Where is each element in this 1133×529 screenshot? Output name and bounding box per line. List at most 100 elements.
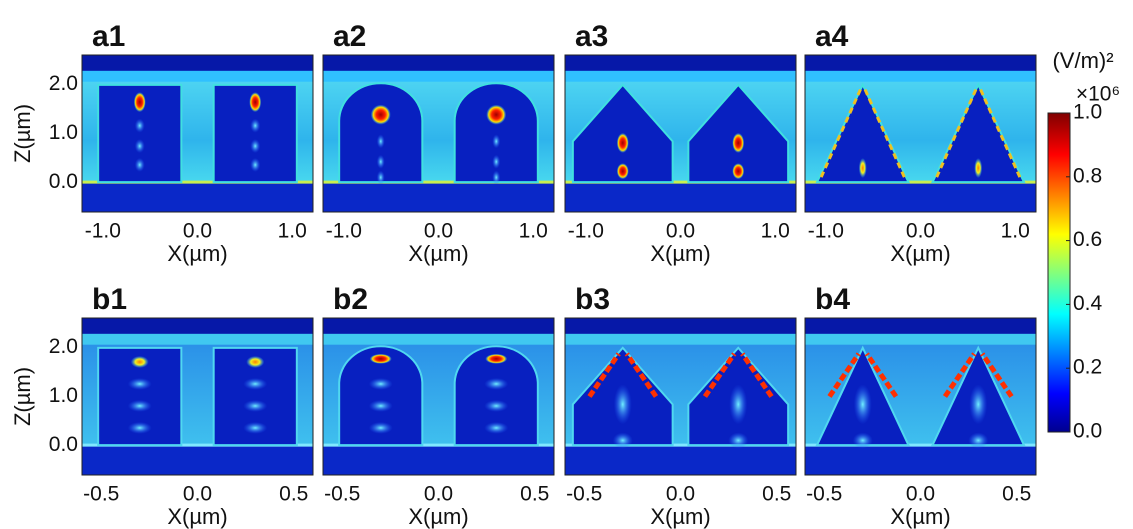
panel-label: b4 [815,283,850,316]
cover [805,318,1036,334]
hotspot [854,384,872,424]
field-map [565,318,796,475]
x-tick-label: -0.5 [83,483,119,506]
hotspot [249,92,261,112]
panel-label: b1 [92,283,127,316]
x-tick-label: 1.0 [519,220,548,243]
top-band [82,334,313,345]
hotspot [377,155,385,169]
top-band [805,334,1036,345]
hotspot [250,119,260,133]
colorbar-unit: (V/m)² [1052,48,1113,73]
top-band [323,71,554,82]
hotspot [968,432,988,448]
y-tick-label: 0.0 [49,433,78,456]
hotspot [728,432,748,448]
substrate [565,445,796,475]
x-tick-label: -0.5 [806,483,842,506]
hotspot [128,378,152,390]
hotspot [377,134,385,148]
substrate [805,445,1036,475]
hotspot [974,158,982,178]
panel-label: a4 [815,20,849,53]
x-tick-label: 0.0 [183,220,212,243]
hotspot [250,139,260,153]
cover [565,55,796,71]
y-axis-label: Z(µm) [10,104,35,163]
x-tick-label: 0.5 [520,483,549,506]
hotspot [969,384,987,424]
field-map [805,55,1036,212]
x-axis-label: X(µm) [890,504,950,529]
hotspot [859,158,867,178]
cover [323,318,554,334]
hotspot [486,105,506,125]
panel-label: a2 [333,20,366,53]
top-band [565,71,796,82]
hotspot [729,384,747,424]
colorbar-tick-label: 1.0 [1073,101,1102,124]
colorbar-scale [1048,113,1070,432]
colorbar-tick-label: 0.0 [1073,420,1102,443]
panel-label: a1 [92,20,125,53]
hotspot [128,422,152,434]
x-tick-label: 0.5 [279,483,308,506]
hotspot [732,163,744,179]
x-tick-label: 0.0 [906,220,935,243]
colorbar-tick-label: 0.6 [1073,228,1102,251]
cover [82,55,313,71]
x-tick-label: 1.0 [278,220,307,243]
x-axis-label: X(µm) [650,504,710,529]
x-tick-label: -0.5 [566,483,602,506]
colorbar-tick-label: 0.8 [1073,164,1102,187]
field-map [805,318,1036,475]
hotspot [369,378,393,390]
x-axis-label: X(µm) [408,241,468,266]
cover [805,55,1036,71]
substrate [565,182,796,212]
hotspot [492,155,500,169]
x-tick-label: -1.0 [568,220,604,243]
x-axis-label: X(µm) [890,241,950,266]
hotspot [492,134,500,148]
hotspot [617,133,629,153]
substrate [82,445,313,475]
hotspot [485,354,507,364]
hotspot [135,119,145,133]
colorbar: (V/m)² ×10⁶ 0.00.20.40.60.81.0 [1048,48,1120,443]
x-tick-label: 0.0 [666,483,695,506]
x-tick-label: 0.5 [1002,483,1031,506]
x-tick-label: 0.0 [666,220,695,243]
x-tick-label: 0.0 [183,483,212,506]
hotspot [128,400,152,412]
hotspot [131,356,149,368]
y-tick-label: 0.0 [49,170,78,193]
x-tick-label: -1.0 [326,220,362,243]
field-map [323,55,554,212]
hotspot [853,432,873,448]
panel-label: a3 [575,20,608,53]
hotspot [613,432,633,448]
hotspot [377,170,385,184]
hotspot [370,354,392,364]
x-axis-label: X(µm) [167,504,227,529]
x-tick-label: 0.0 [424,483,453,506]
hotspot [243,422,267,434]
y-axis-label: Z(µm) [10,367,35,426]
x-tick-label: -1.0 [85,220,121,243]
hotspot [484,422,508,434]
panel-label: b3 [575,283,610,316]
figure: 0.01.02.0Z(µm)a1-1.00.01.0X(µm)a2-1.00.0… [0,0,1133,529]
hotspot [250,158,260,172]
substrate [323,182,554,212]
top-band [805,71,1036,82]
x-axis-label: X(µm) [650,241,710,266]
x-tick-label: 0.0 [424,220,453,243]
x-tick-label: 0.5 [762,483,791,506]
x-tick-label: 1.0 [1001,220,1030,243]
hotspot [246,356,264,368]
panel-label: b2 [333,283,368,316]
hotspot [614,384,632,424]
hotspot [243,400,267,412]
